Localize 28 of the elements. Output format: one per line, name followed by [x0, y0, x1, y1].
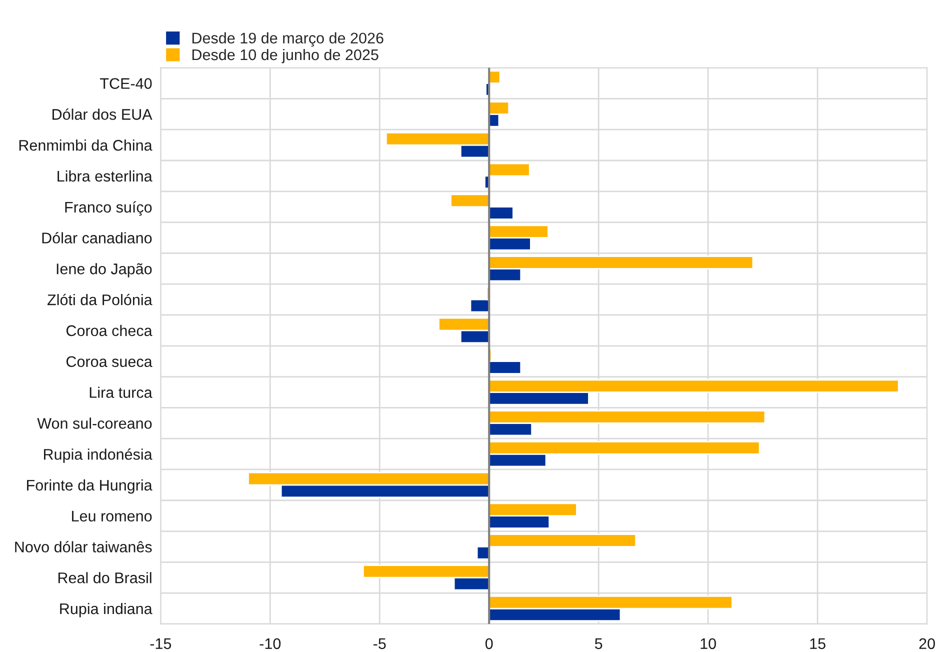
- legend-label: Desde 10 de junho de 2025: [192, 48, 378, 64]
- x-tick-label: 0: [485, 638, 493, 650]
- x-tick-label: -15: [150, 638, 172, 650]
- x-tick-label: -5: [374, 638, 386, 650]
- y-tick-label: Zlóti da Polónia: [47, 294, 152, 306]
- x-tick-label: -10: [260, 638, 281, 650]
- y-tick-label: TCE-40: [100, 78, 152, 89]
- y-tick-label: Coroa checa: [66, 324, 152, 336]
- y-tick-label: Novo dólar taiwanês: [15, 541, 152, 552]
- y-tick-label: Won sul-coreano: [37, 418, 152, 429]
- y-tick-label: Renmimbi da China: [19, 140, 152, 151]
- y-tick-label: Franco suíço: [65, 201, 152, 216]
- legend-label: Desde 19 de março de 2026: [192, 32, 384, 47]
- y-tick-label: Rupia indiana: [60, 602, 152, 618]
- y-tick-label: Lira turca: [90, 386, 152, 398]
- y-tick-label: Forinte da Hungria: [27, 479, 152, 494]
- y-tick-label: Libra esterlina: [58, 170, 152, 182]
- x-tick-label: 10: [700, 638, 716, 650]
- y-tick-label: Real do Brasil: [58, 572, 152, 584]
- y-tick-label: Coroa sueca: [66, 356, 152, 368]
- x-tick-label: 15: [810, 638, 826, 650]
- y-tick-label: Leu romeno: [72, 510, 152, 522]
- x-tick-label: 20: [919, 638, 935, 650]
- x-tick-label: 5: [594, 638, 602, 650]
- y-tick-label: Dólar canadiano: [42, 232, 152, 244]
- y-tick-label: Iene do Japão: [56, 263, 152, 278]
- y-tick-label: Rupia indonésia: [44, 448, 152, 463]
- y-tick-label: Dólar dos EUA: [52, 108, 152, 120]
